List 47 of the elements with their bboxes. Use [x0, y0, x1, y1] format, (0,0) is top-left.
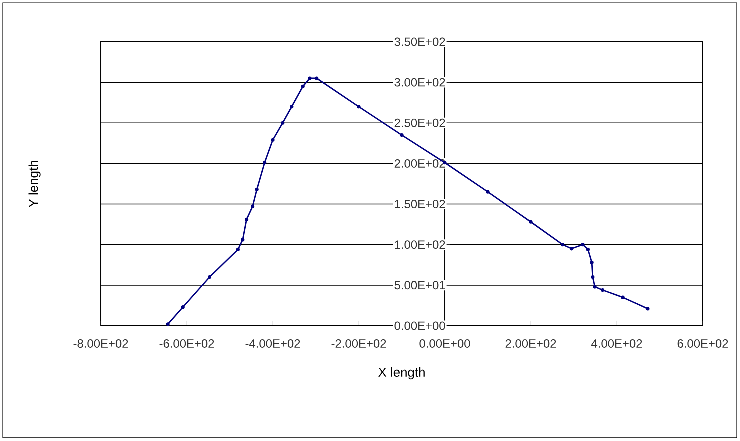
point: [271, 138, 275, 142]
y-tick-label: 1.00E+02: [395, 240, 446, 250]
y-tick-label: 0.00E+00: [394, 322, 446, 330]
x-tick-label: -2.00E+02: [332, 340, 386, 348]
point: [646, 307, 650, 311]
point: [251, 204, 255, 208]
point: [315, 76, 319, 80]
point: [263, 161, 267, 165]
y-tick-label: 3.00E+02: [394, 78, 446, 87]
x-tick-label: -6.00E+02: [160, 340, 214, 348]
point: [208, 276, 212, 280]
point: [255, 188, 259, 192]
y-tick-label: 2.00E+02: [394, 159, 446, 168]
y-tick-label: 1.50E+02: [395, 200, 446, 208]
y-axis-title: Y length: [28, 161, 41, 208]
point: [561, 243, 565, 247]
point: [181, 306, 185, 310]
point: [290, 105, 294, 109]
x-tick-label: 0.00E+00: [420, 340, 470, 348]
x-tick-label: 4.00E+02: [592, 340, 642, 348]
point: [236, 248, 240, 252]
point: [621, 296, 625, 300]
y-tick-label: 2.50E+02: [394, 118, 446, 128]
point: [308, 76, 312, 80]
point: [593, 285, 597, 289]
point: [357, 105, 361, 109]
point: [590, 260, 594, 264]
x-tick-label: 2.00E+02: [506, 340, 556, 348]
point: [301, 84, 305, 88]
point: [601, 288, 605, 292]
y-tick-label: 3.50E+02: [394, 38, 446, 46]
point: [400, 134, 404, 138]
x-tick-label: -4.00E+02: [246, 340, 300, 348]
x-axis-title: X length: [378, 368, 425, 380]
x-tick-label: 6.00E+02: [678, 340, 728, 348]
point: [529, 220, 533, 224]
point: [241, 238, 245, 242]
point: [281, 121, 285, 125]
point: [591, 276, 595, 280]
point: [166, 322, 170, 326]
point: [586, 248, 590, 252]
point: [486, 190, 490, 194]
y-tick-label: 5.00E+01: [394, 281, 446, 290]
point: [244, 218, 249, 222]
point: [581, 243, 585, 247]
x-tick-label: -8.00E+02: [74, 340, 128, 348]
point: [570, 247, 574, 251]
